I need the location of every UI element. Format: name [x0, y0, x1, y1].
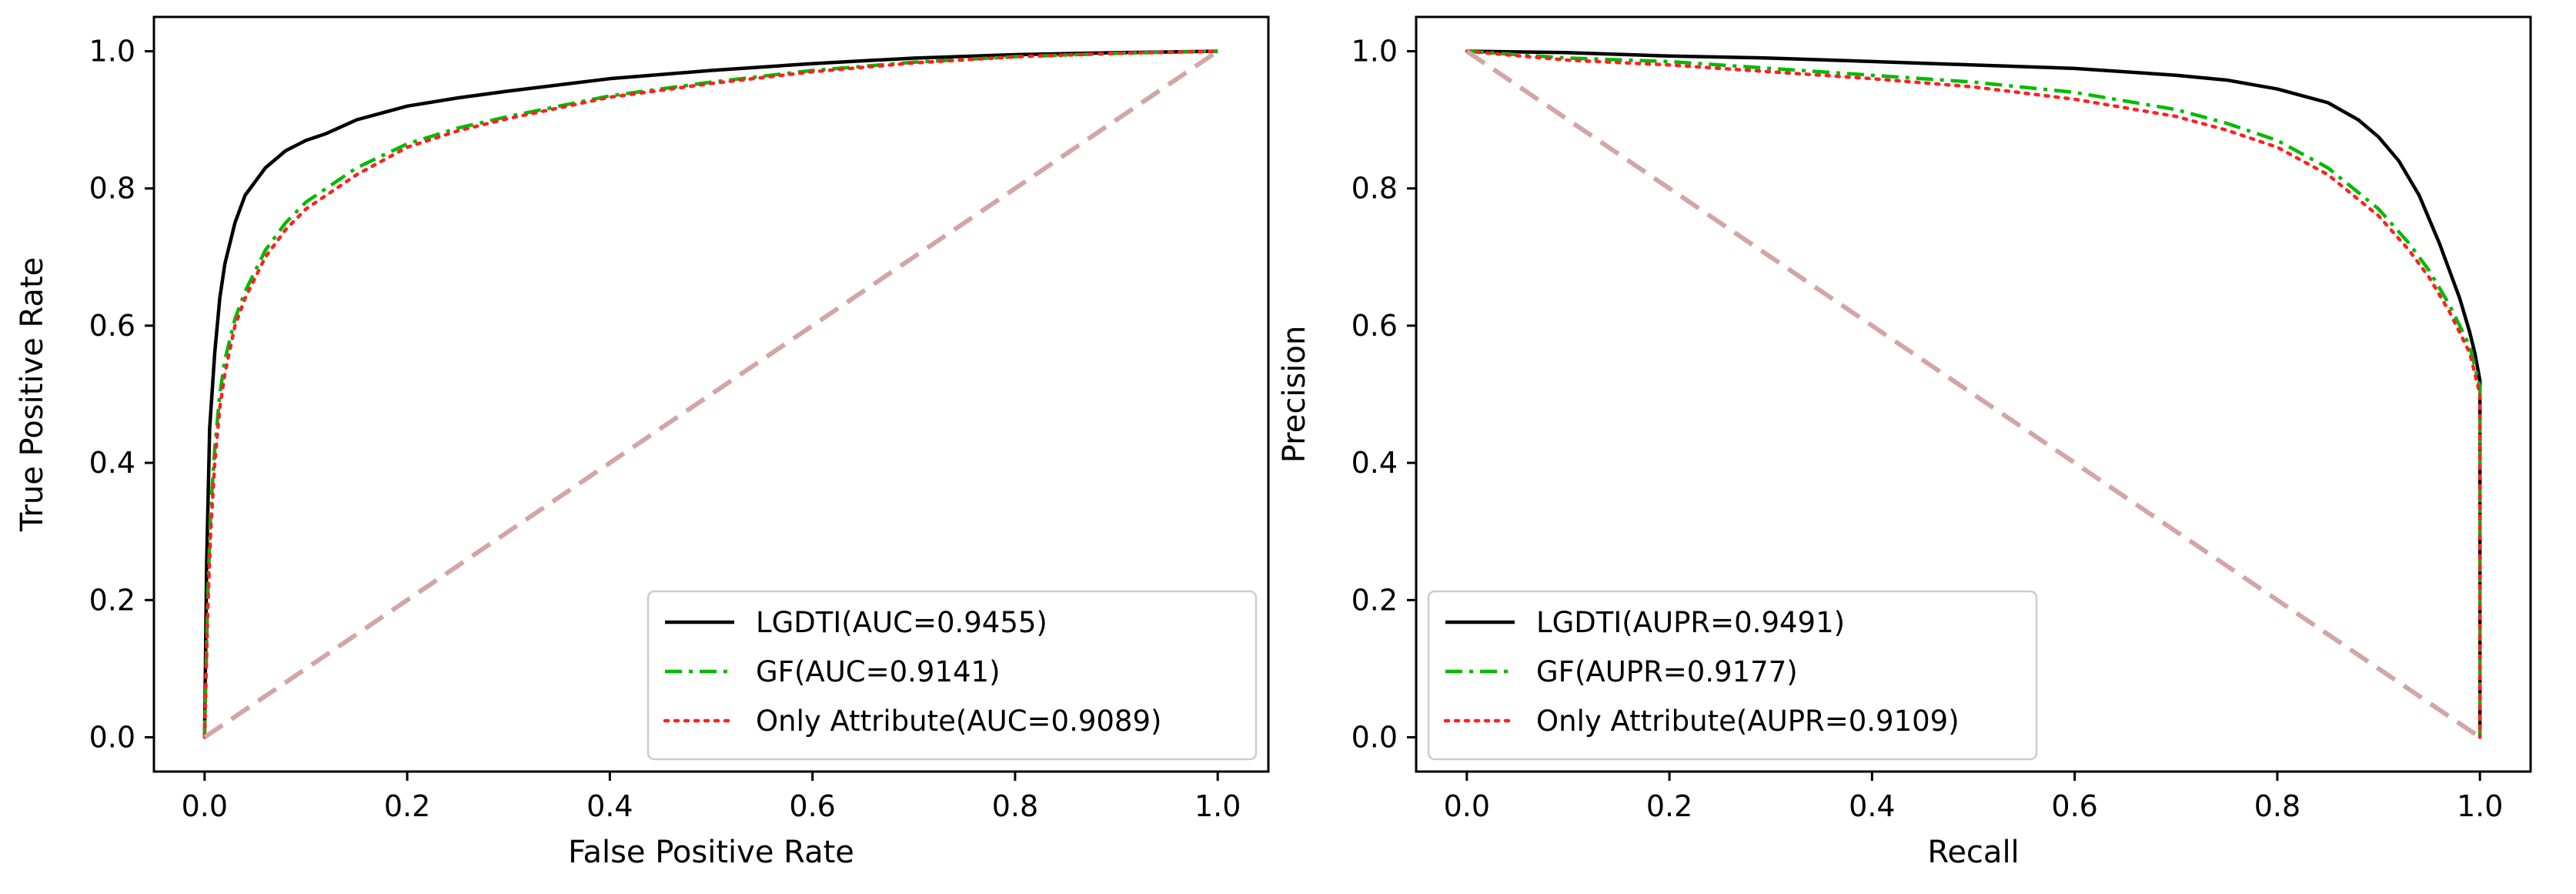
y-axis-label: True Positive Rate — [15, 257, 50, 532]
series-line-lgdti — [202, 49, 1218, 738]
x-tick-label: 0.0 — [182, 789, 228, 823]
y-tick-label: 0.4 — [89, 446, 135, 480]
legend: LGDTI(AUPR=0.9491) GF(AUPR=0.9177) Only At… — [1427, 590, 2038, 761]
series-group — [202, 49, 1220, 739]
y-tick-label: 0.6 — [89, 309, 135, 343]
x-axis-label: Recall — [1927, 835, 2019, 870]
series-line-only-attribute — [202, 49, 1220, 739]
chart-2: 0.0 0.2 0.4 0.6 0.8 1.0 0.0 0.2 0.4 0.6 0.8 1.0 Reca… — [1277, 15, 2532, 870]
y-tick-label: 0.0 — [89, 720, 135, 754]
series-line-only-attribute — [1465, 49, 2482, 739]
legend-box — [647, 590, 1258, 761]
y-tick-label: 1.0 — [1351, 35, 1398, 69]
y-tick-label: 0.4 — [1351, 446, 1398, 480]
y-tick-label: 0.2 — [89, 583, 135, 617]
series-line-lgdti — [1466, 49, 2482, 738]
chart-1: 0.0 0.2 0.4 0.6 0.8 1.0 0.0 0.2 0.4 0.6 0.8 1.0 Fals… — [15, 15, 1270, 870]
legend-entry: LGDTI(AUC=0.9455) — [756, 606, 1047, 639]
axes-frame — [152, 15, 1270, 773]
legend-entry: LGDTI(AUPR=0.9491) — [1536, 606, 1845, 639]
legend-entry: Only Attribute(AUC=0.9089) — [756, 705, 1161, 738]
series-group — [1465, 49, 2482, 739]
y-tick-label: 0.6 — [1351, 309, 1398, 343]
x-tick-label: 0.8 — [2254, 789, 2300, 823]
x-tick-label: 0.2 — [1646, 789, 1692, 823]
x-tick-label: 0.4 — [1849, 789, 1895, 823]
x-tick-label: 1.0 — [1194, 789, 1241, 823]
legend-entry: GF(AUC=0.9141) — [756, 655, 1001, 688]
x-axis-label: False Positive Rate — [568, 835, 854, 870]
x-tick-label: 0.8 — [992, 789, 1038, 823]
x-tick-label: 0.2 — [384, 789, 430, 823]
x-tick-label: 0.4 — [586, 789, 633, 823]
legend: LGDTI(AUC=0.9455) GF(AUC=0.9141) Only Attr… — [647, 590, 1258, 761]
x-tick-label: 0.6 — [789, 789, 835, 823]
x-tick-label: 0.6 — [2051, 789, 2097, 823]
x-tick-label: 1.0 — [2457, 789, 2503, 823]
baseline-line — [1465, 49, 2481, 739]
y-tick-label: 0.2 — [1351, 583, 1398, 617]
series-line-gf — [202, 49, 1218, 738]
y-axis-label: Precision — [1277, 326, 1312, 463]
baseline-line — [203, 49, 1219, 739]
legend-box — [1427, 590, 2038, 761]
legend-entry: GF(AUPR=0.9177) — [1536, 655, 1798, 688]
y-tick-label: 0.0 — [1351, 720, 1398, 754]
y-tick-label: 0.8 — [89, 172, 135, 206]
legend-entry: Only Attribute(AUPR=0.9109) — [1536, 705, 1960, 738]
axes-frame — [1415, 15, 2532, 773]
x-tick-label: 0.0 — [1444, 789, 1490, 823]
y-tick-label: 0.8 — [1351, 172, 1398, 206]
y-tick-label: 1.0 — [89, 35, 135, 69]
series-line-gf — [1466, 49, 2482, 738]
